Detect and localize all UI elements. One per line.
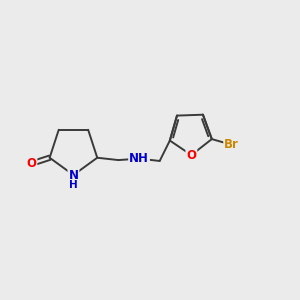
Text: N: N: [68, 169, 78, 182]
Text: Br: Br: [224, 138, 239, 151]
Text: O: O: [26, 157, 36, 170]
Text: H: H: [69, 180, 78, 190]
Text: O: O: [186, 148, 197, 162]
Text: NH: NH: [129, 152, 149, 165]
